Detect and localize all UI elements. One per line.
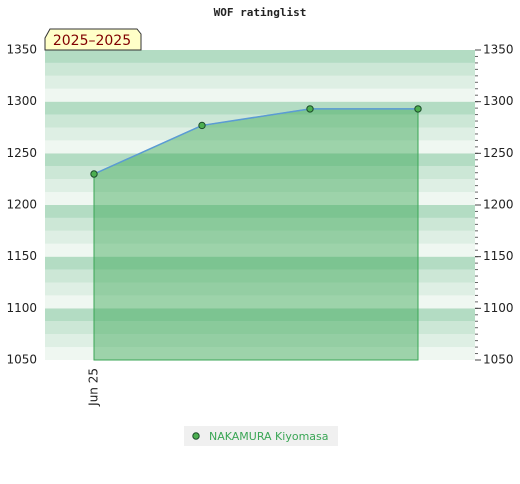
grid-band bbox=[45, 153, 475, 167]
grid-band bbox=[45, 256, 475, 270]
plot bbox=[90, 105, 422, 361]
grid-band bbox=[45, 321, 475, 335]
legend-label: NAKAMURA Kiyomasa bbox=[209, 430, 329, 443]
grid-band bbox=[45, 295, 475, 309]
line bbox=[93, 108, 418, 175]
grid-band bbox=[45, 217, 475, 231]
annotation: 2025–2025 bbox=[53, 33, 131, 49]
point bbox=[198, 121, 206, 130]
grid-band bbox=[45, 205, 475, 218]
grid-band bbox=[45, 243, 475, 257]
grid-band bbox=[45, 347, 475, 360]
y-tick-label: 1150 bbox=[6, 249, 37, 263]
grid-band bbox=[45, 282, 475, 296]
y-tick-label: 1050 bbox=[6, 353, 37, 367]
point bbox=[90, 170, 98, 178]
y-tick-label: 1250 bbox=[6, 146, 37, 160]
y2-tick-label: 1350 bbox=[483, 43, 514, 57]
grid-band bbox=[45, 269, 475, 283]
grid-band bbox=[45, 127, 475, 141]
grid-band bbox=[45, 101, 475, 115]
y-tick-label: 1200 bbox=[6, 198, 37, 212]
grid-band bbox=[45, 230, 475, 244]
grid-band bbox=[45, 140, 475, 154]
legend-marker bbox=[192, 432, 200, 440]
grid-band bbox=[45, 75, 475, 89]
grid-band bbox=[45, 308, 475, 322]
legend bbox=[184, 426, 338, 446]
y2-tick-label: 1100 bbox=[483, 301, 514, 315]
y2-tick-label: 1250 bbox=[483, 146, 514, 160]
y2-tick-label: 1300 bbox=[483, 94, 514, 108]
background-bands bbox=[45, 49, 478, 360]
x-tick-label: Jun 25 bbox=[87, 368, 101, 407]
grid-band bbox=[45, 114, 475, 128]
y2-tick-label: 1200 bbox=[483, 198, 514, 212]
grid-band bbox=[45, 179, 475, 193]
grid-band bbox=[45, 166, 475, 180]
chart-title: WOF ratinglist bbox=[214, 6, 307, 19]
annotation-badge bbox=[44, 28, 142, 51]
grid-band bbox=[45, 334, 475, 348]
y-tick-label: 1350 bbox=[6, 43, 37, 57]
grid-band bbox=[45, 88, 475, 102]
point bbox=[306, 105, 314, 113]
point bbox=[414, 105, 422, 113]
y2-tick-label: 1150 bbox=[483, 249, 514, 263]
grid-band bbox=[45, 50, 475, 63]
y-tick-label: 1100 bbox=[6, 301, 37, 315]
grid-band bbox=[45, 62, 475, 76]
y-tick-label: 1300 bbox=[6, 94, 37, 108]
y2-tick-label: 1050 bbox=[483, 353, 514, 367]
grid-band bbox=[45, 192, 475, 205]
